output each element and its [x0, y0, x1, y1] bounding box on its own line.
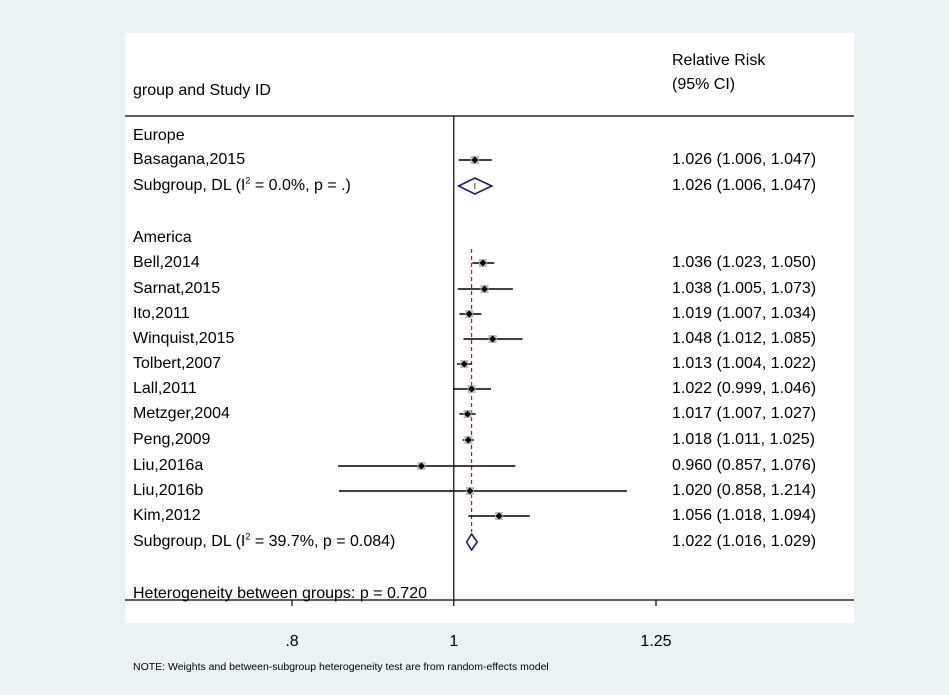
study-ci-text: 1.056 (1.018, 1.094)	[672, 507, 817, 524]
study-label: Metzger,2004	[133, 405, 230, 422]
study-ci-text: 0.960 (0.857, 1.076)	[672, 457, 817, 474]
footnote: NOTE: Weights and between-subgroup heter…	[133, 661, 549, 673]
point-estimate	[468, 385, 476, 393]
point-estimate	[466, 487, 474, 495]
subgroup-ci-text: 1.026 (1.006, 1.047)	[672, 177, 817, 194]
study-label: Liu,2016a	[133, 457, 204, 474]
study-ci-text: 1.048 (1.012, 1.085)	[672, 330, 817, 347]
point-estimate	[417, 462, 425, 470]
x-tick-label: 1.25	[640, 633, 672, 650]
group-heading: Europe	[133, 127, 185, 144]
header-rr-label: Relative Risk	[672, 52, 766, 69]
subgroup-diamond	[465, 532, 479, 552]
x-tick-label: .8	[285, 633, 299, 650]
point-estimate	[479, 259, 487, 267]
heterogeneity-text: Heterogeneity between groups: p = 0.720	[133, 585, 427, 602]
study-ci-text: 1.036 (1.023, 1.050)	[672, 254, 817, 271]
subgroup-ci-text: 1.022 (1.016, 1.029)	[672, 533, 817, 550]
point-estimate	[471, 156, 479, 164]
point-estimate	[481, 285, 489, 293]
plot-panel	[125, 33, 854, 623]
study-ci-text: 1.018 (1.011, 1.025)	[672, 431, 815, 448]
header-ci-label: (95% CI)	[672, 76, 736, 93]
group-heading: America	[133, 229, 192, 246]
study-label: Winquist,2015	[133, 330, 235, 347]
study-ci-text: 1.017 (1.007, 1.027)	[672, 405, 817, 422]
study-label: Basagana,2015	[133, 151, 246, 168]
point-estimate	[495, 512, 503, 520]
study-ci-text: 1.020 (0.858, 1.214)	[672, 482, 817, 499]
point-estimate	[460, 360, 468, 368]
forest-plot	[125, 115, 854, 606]
point-estimate	[465, 310, 473, 318]
header-study-label: group and Study ID	[133, 82, 271, 99]
study-ci-text: 1.038 (1.005, 1.073)	[672, 280, 817, 297]
subgroup-label: Subgroup, DL (I2 = 39.7%, p = 0.084)	[133, 531, 396, 550]
study-label: Lall,2011	[133, 380, 197, 397]
study-label: Ito,2011	[133, 305, 190, 322]
study-ci-text: 1.019 (1.007, 1.034)	[672, 305, 817, 322]
subgroup-label: Subgroup, DL (I2 = 0.0%, p = .)	[133, 175, 351, 194]
study-ci-text: 1.026 (1.006, 1.047)	[672, 151, 817, 168]
study-ci-text: 1.022 (0.999, 1.046)	[672, 380, 817, 397]
study-label: Bell,2014	[133, 254, 200, 271]
point-estimate	[489, 335, 497, 343]
point-estimate	[464, 436, 472, 444]
study-label: Liu,2016b	[133, 482, 204, 499]
study-label: Kim,2012	[133, 507, 201, 524]
x-tick-label: 1	[449, 633, 459, 650]
point-estimate	[464, 410, 472, 418]
study-label: Sarnat,2015	[133, 280, 221, 297]
study-label: Peng,2009	[133, 431, 211, 448]
subgroup-diamond	[456, 177, 494, 195]
study-ci-text: 1.013 (1.004, 1.022)	[672, 355, 817, 372]
study-label: Tolbert,2007	[133, 355, 222, 372]
